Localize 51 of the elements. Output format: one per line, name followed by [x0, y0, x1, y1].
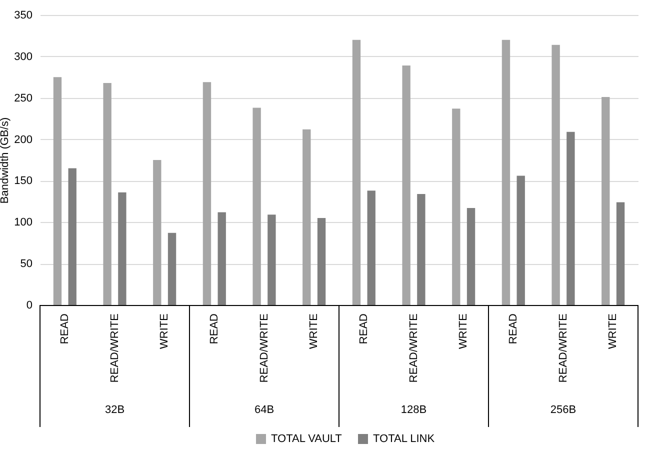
bar: [168, 232, 176, 305]
x-tick-label: WRITE: [308, 314, 320, 349]
bar: [466, 208, 476, 305]
y-tick-label: 0: [26, 300, 32, 312]
bar: [268, 214, 276, 305]
x-tick-label: READ/WRITE: [258, 314, 270, 383]
text: 64B: [254, 404, 274, 416]
y-tick-label: 200: [14, 134, 32, 146]
y-tick-label: 300: [14, 50, 32, 63]
bar: [53, 77, 62, 305]
bar: [352, 40, 361, 305]
bar: [616, 202, 625, 305]
bar: [402, 66, 410, 305]
y-tick-label: 350: [14, 10, 32, 22]
y-axis-title: Bandwidth (GB/s): [0, 117, 12, 204]
y-tick-label: 100: [14, 216, 32, 229]
text: 128B: [400, 404, 427, 416]
x-tick-label: READ: [358, 313, 370, 344]
x-tick-label: READ/WRITE: [108, 314, 121, 383]
text: 256B: [550, 404, 576, 416]
legend-label: TOTAL LINK: [373, 433, 436, 445]
x-tick-label: READ: [58, 313, 71, 344]
bar: [317, 218, 326, 305]
x-tick-label: WRITE: [458, 314, 470, 349]
bar: [516, 176, 525, 305]
x-tick-label: WRITE: [607, 314, 620, 349]
text: 32B: [104, 404, 125, 416]
legend-label: TOTAL VAULT: [271, 433, 342, 445]
bar: [566, 132, 575, 305]
bar: [367, 190, 376, 305]
bar: [552, 44, 560, 305]
x-tick-label: WRITE: [158, 314, 171, 349]
bar: [452, 108, 460, 305]
x-tick-label: READ/WRITE: [557, 314, 570, 383]
bar: [153, 160, 162, 305]
x-tick-label: READ: [507, 313, 520, 344]
x-tick-label: READ: [208, 313, 220, 344]
bar: [68, 168, 76, 305]
bar: [118, 192, 126, 305]
x-tick-label: READ/WRITE: [408, 314, 420, 383]
y-tick-label: 50: [20, 258, 32, 270]
bar: [502, 40, 510, 305]
bar: [252, 108, 261, 305]
bar: [103, 82, 112, 305]
bar: [417, 194, 426, 305]
bar: [218, 212, 226, 305]
bar: [302, 129, 311, 305]
y-tick-label: 250: [14, 92, 32, 104]
bar: [602, 97, 610, 305]
bar: [202, 82, 212, 305]
y-tick-label: 150: [14, 175, 32, 188]
